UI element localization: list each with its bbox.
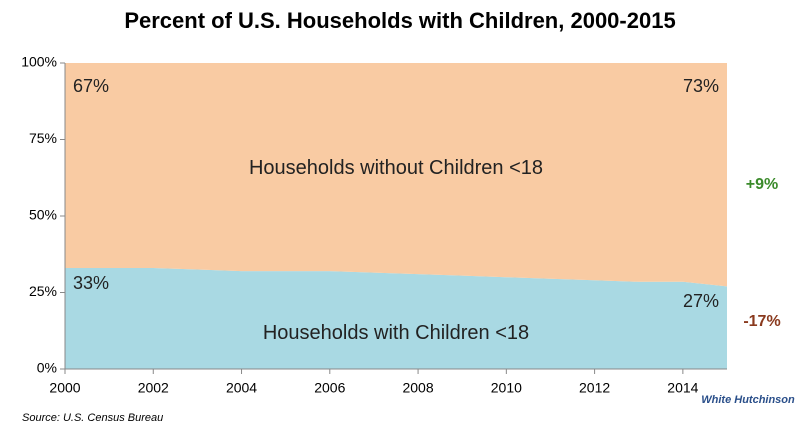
x-tick-label: 2008 [402,380,433,396]
value-label: 33% [73,273,109,293]
y-tick-label: 75% [29,130,57,146]
y-tick-label: 100% [21,54,57,70]
y-tick-label: 0% [37,360,57,376]
area [65,63,727,287]
series-label: Households with Children <18 [263,322,529,344]
logo: White Hutchinson [701,394,795,406]
x-tick-label: 2012 [579,380,610,396]
annotation: +9% [746,176,778,193]
source: Source: U.S. Census Bureau [22,412,163,424]
y-tick-label: 50% [29,207,57,223]
x-tick-label: 2004 [226,380,257,396]
chart-title: Percent of U.S. Households with Children… [124,8,675,33]
x-tick-label: 2002 [138,380,169,396]
value-label: 73% [683,76,719,96]
x-tick-label: 2010 [491,380,522,396]
annotation: -17% [743,313,780,330]
area [65,268,727,369]
x-tick-label: 2000 [49,380,80,396]
value-label: 67% [73,76,109,96]
series-label: Households without Children <18 [249,157,543,179]
value-label: 27% [683,291,719,311]
y-tick-label: 25% [29,283,57,299]
x-tick-label: 2014 [667,380,698,396]
x-tick-label: 2006 [314,380,345,396]
